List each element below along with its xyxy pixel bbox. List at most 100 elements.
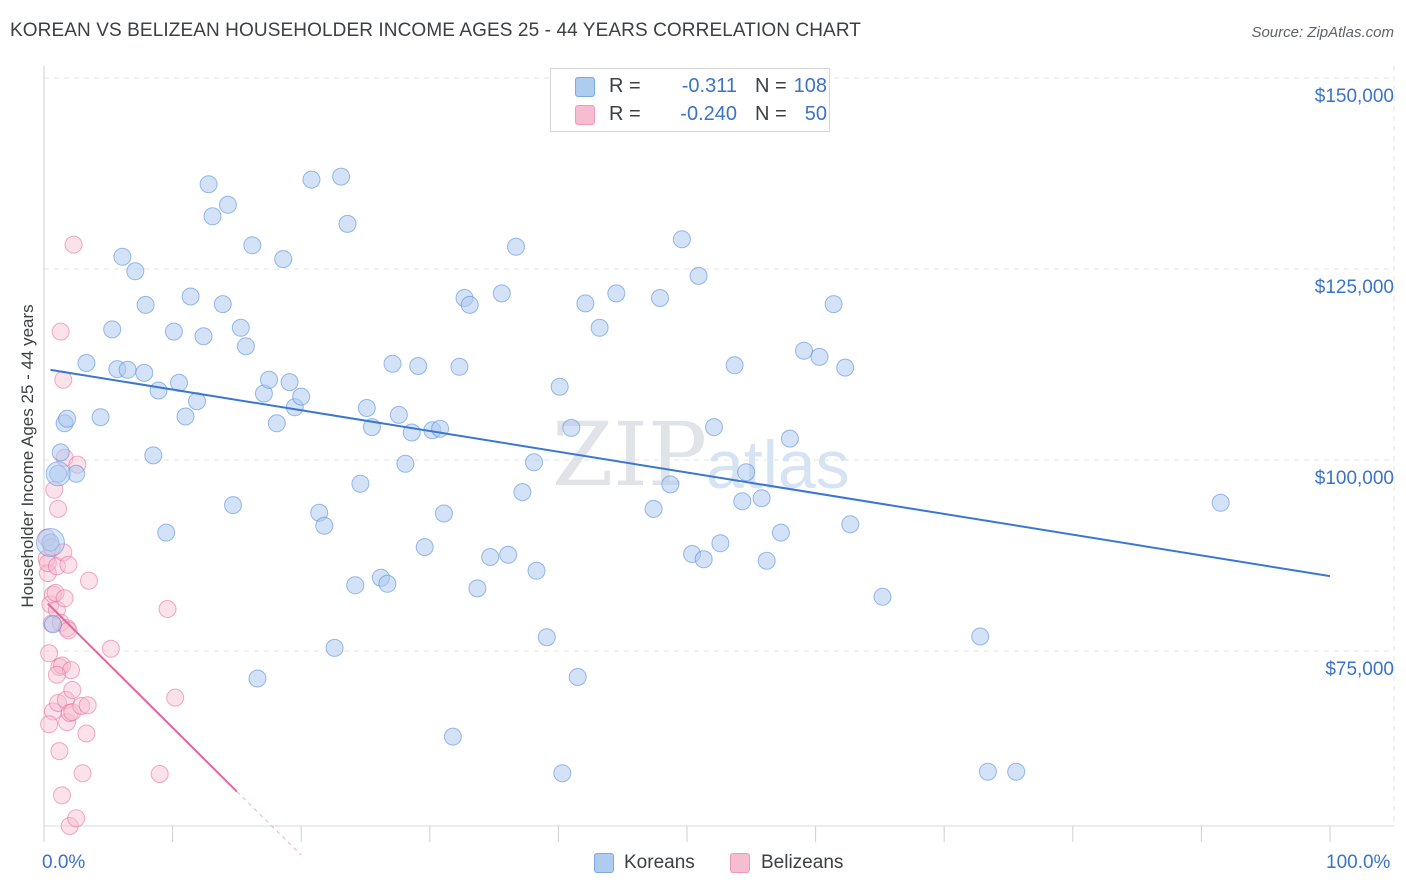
korean-point (157, 523, 176, 542)
belizean-point (53, 656, 71, 675)
korean-point (149, 381, 168, 400)
korean-point (58, 409, 77, 428)
korean-point (576, 294, 595, 313)
korean-point (507, 237, 525, 256)
korean-point (971, 627, 990, 646)
korean-trend-line (50, 368, 1331, 578)
belizean-point (59, 555, 78, 574)
belizean-point (51, 322, 70, 341)
korean-point (672, 230, 691, 249)
n-label: N = (755, 103, 787, 125)
y-tick-label-75000: $75,000 (1325, 659, 1394, 680)
korean-point (126, 262, 145, 281)
korean-point (213, 295, 232, 314)
korean-point (181, 287, 200, 306)
korean-point (443, 727, 462, 746)
korean-point (260, 370, 278, 389)
korean-point (525, 453, 543, 472)
belizean-trend-extension (236, 791, 302, 856)
source-label: Source: ZipAtlas.com (1251, 24, 1394, 41)
korean-point (136, 295, 155, 314)
r-value: -0.240 (680, 103, 737, 125)
korean-point (553, 764, 572, 783)
korean-point (513, 483, 532, 502)
korean-point (118, 360, 137, 379)
korean-point (492, 284, 511, 303)
korean-point (409, 357, 428, 375)
korean-point (460, 295, 479, 314)
korean-point (689, 266, 708, 285)
korean-point (644, 499, 663, 518)
belizean-trend-line (47, 602, 238, 793)
korean-point (780, 429, 799, 448)
watermark-atlas: atlas (706, 427, 850, 503)
korean-point (434, 504, 453, 523)
korean-point (51, 443, 70, 462)
korean-point (1211, 493, 1230, 512)
n-value: 50 (804, 103, 827, 125)
korean-point (231, 318, 250, 337)
korean-point (824, 295, 843, 314)
korean-point (144, 446, 163, 465)
korean-point (292, 387, 311, 406)
legend-belizeans-swatch (730, 853, 750, 873)
korean-point (661, 475, 680, 494)
belizean-point (77, 724, 96, 743)
belizean-point (64, 235, 83, 254)
korean-point (607, 284, 626, 303)
korean-point (176, 407, 195, 426)
korean-point (499, 545, 518, 564)
chart-title: KOREAN VS BELIZEAN HOUSEHOLDER INCOME AG… (10, 20, 862, 41)
x-tick-label-min: 0.0% (42, 852, 86, 873)
korean-point (203, 207, 222, 226)
korean-point (725, 356, 744, 375)
korean-point (267, 414, 286, 433)
belizean-point (49, 499, 68, 518)
y-axis-title: Householder Income Ages 25 - 44 years (18, 304, 37, 608)
y-tick-label-125000: $125,000 (1314, 277, 1394, 298)
korean-point (527, 561, 546, 580)
belizean-point (72, 697, 91, 715)
y-tick-label-100000: $100,000 (1314, 468, 1394, 489)
korean-point (248, 669, 267, 688)
korean-point (164, 322, 183, 341)
axes (43, 66, 1394, 842)
legend-koreans-swatch (594, 853, 614, 873)
korean-point (280, 373, 299, 392)
korean-point (836, 358, 855, 377)
korean-point (315, 516, 334, 535)
korean-point (346, 576, 365, 595)
koreans-swatch (575, 77, 595, 97)
korean-point (481, 548, 500, 566)
korean-point (357, 399, 376, 417)
belizean-point (150, 765, 169, 783)
korean-point (77, 354, 96, 372)
n-value: 108 (793, 75, 827, 97)
x-tick-label-max: 100.0% (1326, 852, 1391, 873)
korean-point (694, 550, 713, 569)
korean-point (224, 496, 242, 515)
gridlines (44, 66, 1395, 826)
korean-point (378, 574, 397, 593)
belizean-point (78, 696, 97, 715)
legend-belizeans-label: Belizeans (761, 852, 844, 873)
korean-point (537, 628, 556, 647)
korean-point (113, 247, 132, 266)
korean-point (332, 167, 351, 186)
y-tick-label-150000: $150,000 (1314, 86, 1394, 107)
korean-point (752, 489, 771, 508)
korean-point (243, 236, 262, 255)
korean-point (795, 341, 813, 360)
r-label: R = (609, 103, 641, 125)
korean-point (236, 337, 255, 356)
korean-point (651, 289, 669, 307)
korean-point (103, 320, 122, 339)
belizean-point (80, 571, 98, 590)
belizean-point (40, 644, 59, 663)
korean-point (338, 214, 357, 233)
belizean-point (59, 621, 78, 640)
korean-point (550, 377, 569, 396)
legend-row-koreans: R = -0.311 N = 108 (575, 73, 835, 99)
belizean-point (40, 715, 59, 734)
